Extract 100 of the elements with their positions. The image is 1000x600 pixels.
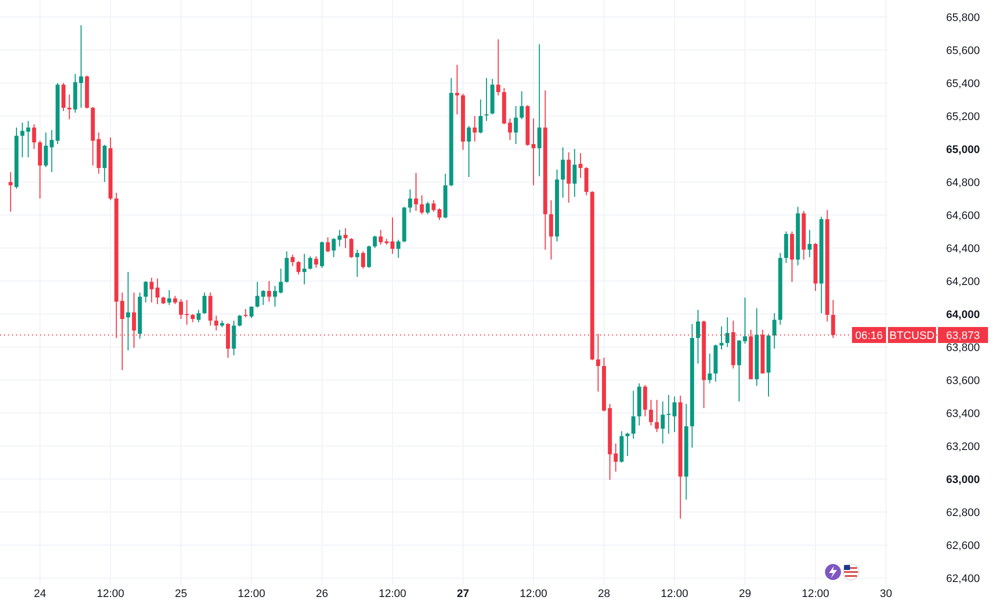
x-tick-label: 12:00 [96,588,124,600]
candlestick [496,38,500,96]
y-tick-label: 65,800 [946,12,980,24]
candlestick [67,94,72,120]
candlestick [725,316,730,348]
ref-line-label: 63,873 [946,330,980,342]
annotation: 06:16 [855,330,883,342]
candlestick [184,300,189,326]
candlestick [648,399,653,426]
x-tick-label: 12:00 [520,588,548,600]
candlestick [432,200,436,212]
candlestick [8,172,13,212]
candlestick [572,148,577,198]
candlestick [666,394,671,434]
candlestick [332,238,336,258]
candlestick [708,353,712,384]
candlestick [719,326,724,350]
candlestick [531,118,536,186]
candlestick [566,152,571,204]
y-tick-label: 65,600 [946,45,980,57]
candlestick [202,292,206,315]
candlestick [808,229,812,258]
candlestick [326,236,330,253]
candlestick [578,152,582,178]
candlestick [144,280,148,303]
candlestick [366,245,371,268]
candlestick [79,24,84,108]
candlestick [772,312,776,350]
y-tick-label: 63,200 [946,441,980,454]
x-tick-label: 12:00 [660,588,688,600]
candlestick [244,308,248,318]
candlestick [338,229,342,247]
x-tick-label: 25 [174,588,188,600]
candlestick [150,277,154,303]
x-tick-label: 12:00 [378,588,406,600]
candlestick [214,315,218,332]
y-tick-label: 63,000 [946,474,980,486]
candlestick [520,90,524,120]
y-tick-label: 64,000 [946,309,980,322]
candlestick [396,239,400,258]
candlestick [249,306,254,319]
y-tick-label: 65,400 [946,78,980,90]
candlestick [455,64,460,115]
candlestick [196,309,201,323]
candlestick [420,194,424,215]
x-tick-label: 30 [880,588,892,600]
candlestick [167,290,172,306]
x-tick-label: 12:00 [238,588,266,600]
y-tick-label: 64,200 [946,276,980,288]
candlestick [654,399,659,433]
candlestick [302,253,306,285]
candlestick [232,320,236,356]
candlestick [696,309,700,364]
candlestick [278,268,283,294]
candlestick [414,172,418,212]
candlestick [426,201,430,215]
y-tick-label: 64,400 [946,243,980,256]
candlestick [320,240,324,268]
candlestick [61,82,66,112]
candlestick [560,146,565,198]
y-tick-label: 62,400 [946,573,980,586]
candlestick [742,297,747,344]
candlestick [466,125,471,178]
candlestick [32,124,36,150]
candlestick [343,228,348,249]
y-tick-label: 65,200 [946,111,980,124]
candlestick [660,400,665,444]
candlestick [537,44,542,177]
y-tick-label: 65,000 [946,144,980,156]
y-tick-label: 64,600 [946,210,980,222]
candlestick [625,432,630,456]
y-tick-label: 63,400 [946,408,980,420]
candlestick [631,390,636,440]
candlestick [478,99,483,134]
candlestick [290,254,295,267]
candlestick [514,106,518,145]
candlestick [584,166,588,196]
candlestick [238,314,242,327]
x-tick-label: 28 [598,588,610,600]
candlestick [549,200,554,260]
x-tick-label: 24 [34,588,46,600]
candlestick [38,140,42,200]
candlestick [178,298,183,320]
candlestick [308,256,312,270]
y-tick-label: 62,600 [946,540,980,552]
x-tick-label: 27 [456,588,470,600]
candlestick [472,116,477,142]
candlestick [355,249,360,278]
candlestick [372,235,377,249]
candlestick [672,396,676,433]
candlestick [643,384,648,417]
x-tick-label: 26 [316,588,328,600]
x-tick-label: 29 [738,588,752,600]
candlestick [267,280,272,302]
candlestick [314,256,318,268]
candlestick [126,271,130,351]
candlestick [155,278,160,305]
candlestick [361,250,366,270]
y-tick-label: 64,800 [946,177,980,190]
candlestick [284,250,289,284]
